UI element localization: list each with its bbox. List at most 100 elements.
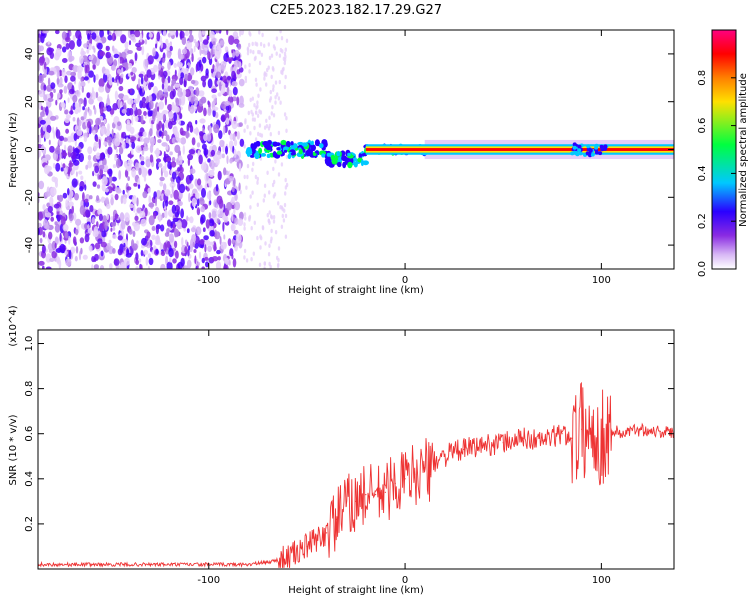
spectrogram-cell bbox=[114, 213, 119, 220]
spectrogram-cell bbox=[151, 234, 156, 240]
spectrogram-cell bbox=[186, 228, 190, 234]
x-tick-label: 0 bbox=[402, 275, 408, 286]
spectrogram-cell bbox=[266, 170, 269, 175]
spectrogram-cell bbox=[162, 110, 169, 115]
spectrogram-cell bbox=[277, 96, 281, 101]
spectrogram-cell bbox=[142, 146, 149, 152]
spectrogram-cell bbox=[131, 115, 134, 126]
spectrogram-cell bbox=[85, 164, 89, 170]
spectrogram-cell bbox=[284, 213, 288, 219]
spectrogram-cell bbox=[274, 100, 277, 105]
spectrogram-cell bbox=[115, 148, 119, 153]
spectrogram-cell bbox=[147, 55, 154, 65]
spectrogram-cell bbox=[175, 106, 180, 113]
spectrogram-cell bbox=[199, 198, 205, 206]
spectrogram-cell bbox=[263, 183, 267, 188]
spectrogram-cell bbox=[124, 169, 129, 178]
spectrogram-cell bbox=[163, 151, 166, 158]
spectrogram-cell bbox=[249, 194, 252, 199]
spectrogram-cell bbox=[165, 134, 170, 142]
spectrogram-cell bbox=[171, 101, 175, 112]
spectrogram-cell bbox=[270, 215, 274, 220]
spectrogram-cell bbox=[233, 229, 239, 235]
snr-data-point bbox=[375, 494, 377, 496]
spectrogram-cell bbox=[226, 155, 229, 165]
spectrogram-cell bbox=[65, 36, 71, 43]
snr-data-point bbox=[541, 439, 544, 442]
spectrogram-cell bbox=[52, 126, 55, 134]
spectrogram-cell bbox=[100, 250, 104, 257]
spectrogram-cell bbox=[251, 41, 254, 47]
spectrogram-cell bbox=[263, 71, 267, 76]
spectrogram-cell bbox=[123, 141, 126, 149]
spectrogram-cell bbox=[253, 56, 257, 62]
spectrogram-cell bbox=[117, 69, 122, 74]
spectrogram-cell bbox=[56, 69, 60, 79]
spectrogram-cell bbox=[127, 176, 130, 182]
spectrogram-cell bbox=[57, 195, 60, 201]
spectrogram-cell bbox=[144, 207, 148, 217]
spectrogram-cell bbox=[211, 256, 219, 262]
spectrogram-cell bbox=[118, 146, 124, 155]
y-tick-label: 1.0 bbox=[24, 336, 35, 352]
spectrogram-cell bbox=[39, 119, 46, 125]
colorbar-gradient bbox=[711, 29, 737, 270]
spectrogram-cell bbox=[137, 184, 141, 189]
spectrogram-cell bbox=[106, 136, 113, 144]
spectrogram-cell bbox=[228, 140, 234, 149]
spectrogram-cell bbox=[118, 85, 124, 92]
spectrogram-cell bbox=[169, 30, 175, 36]
spectrogram-cell bbox=[141, 237, 147, 246]
spectrogram-cell bbox=[227, 238, 232, 247]
spectrogram-cell bbox=[248, 69, 251, 74]
spectrogram-cell bbox=[84, 209, 91, 218]
spectrogram-cell bbox=[268, 123, 271, 129]
spectrogram-cell bbox=[180, 219, 188, 229]
spectrogram-cell bbox=[272, 166, 275, 172]
spectrogram-cell bbox=[117, 235, 124, 241]
spectrogram-cell bbox=[76, 129, 83, 136]
spectrogram-cell bbox=[50, 186, 57, 197]
spectrogram-cell bbox=[179, 166, 184, 174]
x-tick-label: 100 bbox=[592, 275, 611, 286]
spectrogram-cell bbox=[200, 162, 207, 171]
spectrogram-cell bbox=[171, 204, 177, 214]
spectrogram-cell bbox=[64, 117, 70, 124]
y-tick-label: 0.6 bbox=[24, 426, 35, 442]
snr-data-point bbox=[247, 563, 249, 566]
spectrogram-cell bbox=[59, 76, 63, 86]
spectrogram-cell bbox=[257, 131, 260, 137]
spectrogram-cell bbox=[149, 144, 154, 154]
spectrogram-cell bbox=[178, 120, 181, 126]
spectrogram-cell bbox=[201, 266, 206, 269]
spectrogram-cell bbox=[254, 77, 258, 83]
spectrogram-cell bbox=[133, 182, 138, 187]
spectrogram-cell bbox=[84, 198, 89, 203]
spectrogram-cell bbox=[69, 31, 72, 37]
spectrogram-cell bbox=[231, 212, 234, 222]
spectrogram-cell bbox=[194, 242, 199, 249]
spectrogram-signal-cell bbox=[280, 139, 287, 146]
spectrogram-cell bbox=[199, 238, 206, 245]
spectrogram-cell bbox=[190, 67, 195, 76]
spectrogram-cell bbox=[123, 94, 129, 101]
spectrogram-cell bbox=[179, 30, 183, 41]
spectrogram-cell bbox=[155, 225, 159, 235]
spectrogram-cell bbox=[125, 122, 132, 132]
spectrogram-cell bbox=[75, 218, 82, 226]
spectrogram-signal-cell bbox=[266, 153, 271, 158]
spectrogram-cell bbox=[198, 251, 202, 259]
spectrogram-signal-cell bbox=[598, 151, 603, 156]
spectrogram-cell bbox=[159, 243, 164, 252]
spectrogram-cell bbox=[208, 219, 215, 227]
spectrogram-cell bbox=[243, 255, 246, 260]
spectrogram-cell bbox=[111, 221, 117, 227]
spectrogram-cell bbox=[95, 73, 99, 81]
spectrogram-cell bbox=[271, 105, 274, 110]
spectrogram-cell bbox=[87, 146, 93, 155]
spectrogram-cell bbox=[239, 95, 244, 106]
spectrogram-cell bbox=[209, 200, 212, 206]
spectrogram-cell bbox=[85, 64, 90, 74]
spectrogram-cell bbox=[93, 74, 96, 83]
spectrogram-signal-cell bbox=[268, 145, 273, 149]
